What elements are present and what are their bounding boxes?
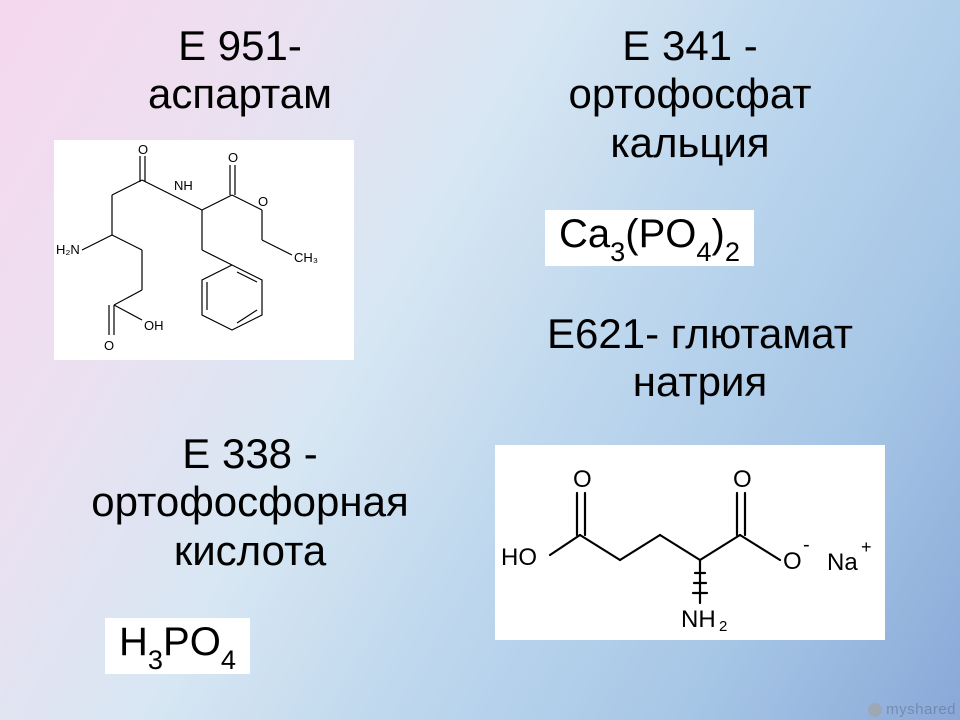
svg-text:O: O: [573, 466, 592, 493]
svg-text:CH₃: CH₃: [294, 250, 318, 265]
svg-text:NH: NH: [174, 178, 193, 193]
title-e338: Е 338 - ортофосфорная кислота: [50, 430, 450, 575]
formula-e338: H3PO4: [105, 618, 250, 674]
svg-text:OH: OH: [144, 318, 164, 333]
svg-text:-: -: [803, 534, 810, 556]
svg-text:O: O: [783, 548, 802, 575]
structure-e621-msg: HO O O O - NH 2 Na +: [495, 445, 885, 640]
svg-text:+: +: [861, 537, 872, 557]
watermark-text: myshared: [886, 701, 956, 718]
svg-text:NH: NH: [681, 606, 716, 633]
svg-text:O: O: [228, 150, 238, 165]
svg-text:O: O: [138, 142, 148, 157]
formula-e338-text: H3PO4: [119, 622, 236, 668]
svg-text:O: O: [258, 194, 268, 209]
svg-text:2: 2: [719, 618, 727, 635]
title-e951: Е 951- аспартам: [110, 22, 370, 119]
title-e341: Е 341 - ортофосфат кальция: [520, 22, 860, 167]
msg-svg: HO O O O - NH 2 Na +: [495, 445, 885, 640]
formula-e341-text: Ca3(PO4)2: [559, 214, 740, 260]
structure-e951-aspartame: H₂N O NH O O CH₃ O OH: [54, 140, 354, 360]
svg-text:Na: Na: [827, 549, 858, 576]
title-e621: Е621- глютамат натрия: [500, 310, 900, 407]
formula-e341: Ca3(PO4)2: [545, 210, 754, 266]
svg-text:HO: HO: [501, 544, 537, 571]
svg-text:H₂N: H₂N: [56, 242, 80, 257]
watermark: myshared: [868, 701, 956, 718]
aspartame-svg: H₂N O NH O O CH₃ O OH: [54, 140, 354, 360]
slide: Е 951- аспартам: [0, 0, 960, 720]
svg-text:O: O: [733, 466, 752, 493]
svg-text:O: O: [104, 338, 114, 353]
watermark-icon: [868, 703, 882, 717]
